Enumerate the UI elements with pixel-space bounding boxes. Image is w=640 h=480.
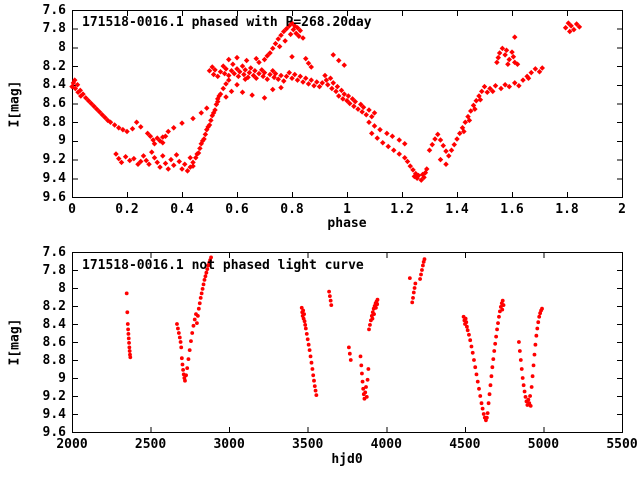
x-tick-label-not_phased-6: 5000 (527, 437, 560, 452)
y-tick-label-phased-8: 9.2 (42, 152, 66, 168)
x-tick-label-phased-3: 0.6 (225, 202, 249, 217)
x-tick-label-phased-10: 2 (618, 202, 626, 217)
x-tick-label-not_phased-1: 2500 (134, 437, 167, 452)
y-tick-label-phased-10: 9.6 (42, 189, 66, 205)
y-tick-label-not_phased-6: 8.8 (42, 352, 66, 368)
x-tick-label-not_phased-7: 5500 (606, 437, 638, 452)
y-tick-label-phased-5: 8.6 (42, 96, 66, 111)
x-tick-label-not_phased-0: 2000 (56, 437, 88, 452)
unphased-x-axis-label: hjd0 (331, 452, 363, 467)
phased-x-axis-label: phase (327, 216, 367, 231)
y-tick-label-not_phased-5: 8.6 (42, 334, 66, 350)
x-tick-label-not_phased-4: 4000 (370, 437, 402, 452)
y-tick-label-not_phased-10: 9.6 (42, 424, 66, 440)
x-tick-label-phased-6: 1.2 (390, 202, 414, 217)
y-tick-label-phased-3: 8.2 (42, 58, 66, 74)
unphased-light-curve-plot (72, 252, 623, 433)
x-tick-label-phased-4: 0.8 (280, 202, 304, 217)
y-tick-label-not_phased-7: 9 (58, 370, 66, 386)
x-tick-label-phased-9: 1.8 (555, 202, 579, 217)
phased-light-curve-plot (69, 10, 623, 198)
y-tick-label-phased-9: 9.4 (42, 170, 66, 186)
y-tick-label-not_phased-8: 9.2 (42, 388, 66, 404)
y-tick-label-not_phased-0: 7.6 (42, 244, 66, 260)
y-tick-label-phased-0: 7.6 (42, 2, 66, 18)
x-tick-label-phased-2: 0.4 (170, 202, 194, 217)
x-tick-label-phased-0: 0 (68, 202, 76, 217)
x-tick-label-not_phased-3: 3500 (292, 437, 324, 452)
unphased-plot-title: 171518-0016.1 not phased light curve (82, 258, 364, 273)
x-tick-label-not_phased-2: 3000 (213, 437, 245, 452)
y-tick-label-not_phased-1: 7.8 (42, 262, 66, 278)
y-tick-label-not_phased-9: 9.4 (42, 406, 66, 422)
y-tick-label-phased-4: 8.4 (42, 77, 66, 93)
y-tick-label-not_phased-3: 8.2 (42, 298, 66, 314)
y-tick-label-phased-2: 8 (58, 39, 66, 55)
x-tick-label-phased-1: 0.2 (115, 202, 139, 217)
y-tick-label-not_phased-2: 8 (58, 280, 66, 296)
y-tick-label-phased-1: 7.8 (42, 21, 66, 37)
x-tick-label-phased-8: 1.6 (500, 202, 524, 217)
y-tick-label-phased-7: 9 (58, 133, 66, 149)
x-tick-label-not_phased-5: 4500 (449, 437, 481, 452)
y-tick-label-phased-6: 8.8 (42, 114, 66, 130)
x-tick-label-phased-7: 1.4 (445, 202, 469, 217)
y-tick-label-not_phased-4: 8.4 (42, 316, 66, 332)
phased-plot-title: 171518-0016.1 phased with P=268.20day (82, 15, 372, 30)
x-tick-label-phased-5: 1 (343, 202, 351, 217)
